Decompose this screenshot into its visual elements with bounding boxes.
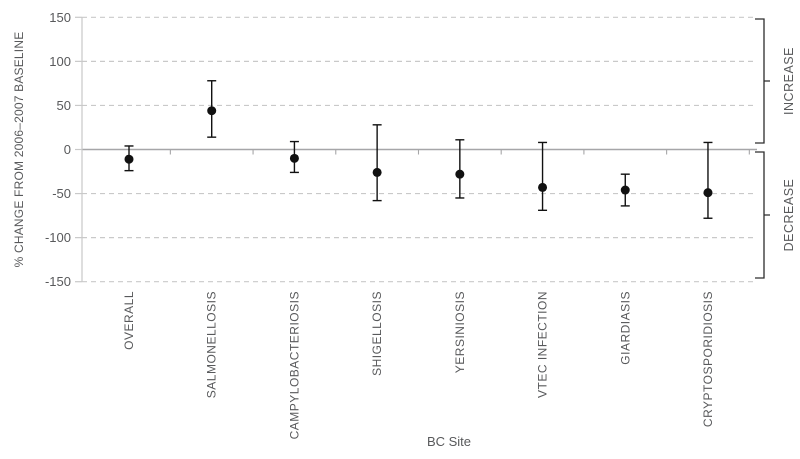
category-label: OVERALL xyxy=(122,291,136,350)
category-label: GIARDIASIS xyxy=(618,291,632,365)
decrease-bracket xyxy=(755,151,770,279)
y-tick-label: 150 xyxy=(49,10,71,25)
increase-label: INCREASE xyxy=(782,47,796,115)
category-label: YERSINIOSIS xyxy=(453,291,467,373)
category-label: SHIGELLOSIS xyxy=(370,291,384,376)
x-axis-title: BC Site xyxy=(427,434,471,449)
point-dot xyxy=(703,188,713,198)
y-tick-label: -100 xyxy=(45,230,71,245)
point-dot xyxy=(455,169,465,179)
point-dot xyxy=(538,182,548,192)
point-dot xyxy=(124,154,134,164)
increase-bracket xyxy=(755,18,770,144)
y-axis-title: % CHANGE FROM 2006–2007 BASELINE xyxy=(12,32,26,268)
y-tick-label: 100 xyxy=(49,54,71,69)
category-label: CRYPTOSPORIDIOSIS xyxy=(701,291,715,427)
category-label: SALMONELLOSIS xyxy=(205,291,219,398)
decrease-label: DECREASE xyxy=(782,179,796,252)
y-tick-label: 0 xyxy=(64,142,71,157)
category-label: VTEC INFECTION xyxy=(536,291,550,398)
y-tick-label: 50 xyxy=(57,98,71,113)
y-tick-label: -50 xyxy=(52,186,71,201)
category-label: CAMPYLOBACTERIOSIS xyxy=(287,291,301,439)
point-dot xyxy=(372,167,382,177)
point-dot xyxy=(207,106,217,116)
y-tick-label: -150 xyxy=(45,274,71,289)
point-dot xyxy=(620,185,630,195)
point-dot xyxy=(289,153,299,163)
